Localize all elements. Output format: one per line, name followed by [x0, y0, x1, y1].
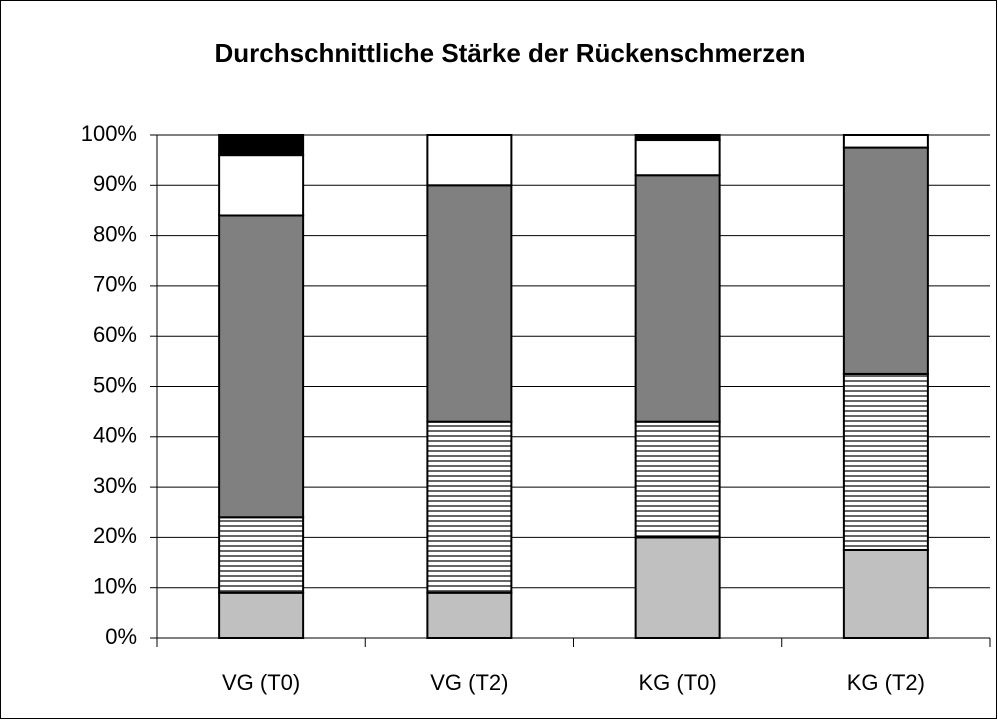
bar-segment — [634, 420, 721, 539]
bar-segment — [842, 372, 929, 551]
bar-segment — [634, 134, 721, 142]
x-tick-label: KG (T2) — [847, 670, 925, 695]
y-tick-label: 0% — [105, 624, 137, 649]
bar-segment — [842, 548, 929, 639]
bar-segment — [426, 184, 513, 423]
y-tick-label: 30% — [93, 473, 137, 498]
bar-segment — [218, 516, 305, 594]
chart-title: Durchschnittliche Stärke der Rückenschme… — [215, 38, 806, 68]
bar-segment — [842, 134, 929, 149]
y-tick-label: 10% — [93, 574, 137, 599]
y-tick-label: 80% — [93, 221, 137, 246]
bar-segment — [426, 134, 513, 187]
y-tick-label: 50% — [93, 372, 137, 397]
bar-segment — [218, 591, 305, 639]
y-tick-label: 20% — [93, 523, 137, 548]
y-tick-label: 60% — [93, 322, 137, 347]
x-tick-label: VG (T0) — [222, 670, 300, 695]
x-tick-label: VG (T2) — [430, 670, 508, 695]
bar-segment — [426, 420, 513, 594]
bar-segment — [842, 146, 929, 375]
y-tick-label: 40% — [93, 423, 137, 448]
bar-segment — [218, 214, 305, 519]
x-tick-label: KG (T0) — [639, 670, 717, 695]
bar-segment — [634, 536, 721, 640]
bar-segment — [218, 134, 305, 157]
y-tick-label: 100% — [81, 121, 137, 146]
y-tick-label: 90% — [93, 171, 137, 196]
bar-segment — [218, 154, 305, 217]
y-tick-label: 70% — [93, 272, 137, 297]
bar-segment — [426, 591, 513, 639]
bar-segment — [634, 174, 721, 423]
bar-segment — [634, 139, 721, 177]
